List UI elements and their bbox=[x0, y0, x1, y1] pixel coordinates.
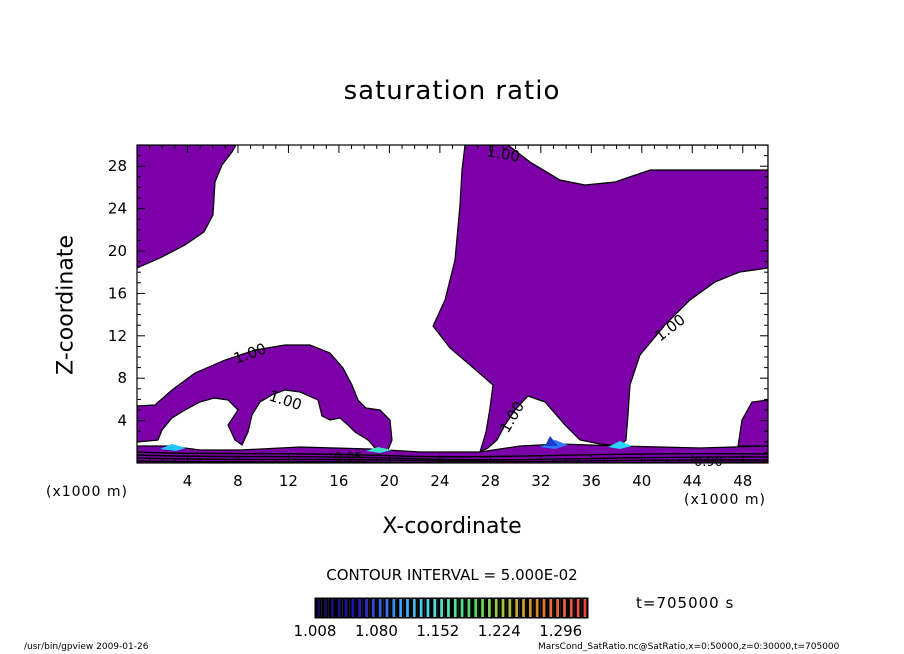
x-tick-label: 32 bbox=[531, 472, 550, 490]
colorbar-stripe bbox=[337, 599, 341, 617]
chart-title: saturation ratio bbox=[343, 76, 561, 106]
colorbar-stripe bbox=[508, 599, 512, 617]
x-tick-label: 16 bbox=[329, 472, 348, 490]
x-tick-label: 40 bbox=[632, 472, 651, 490]
colorbar-stripe bbox=[358, 599, 362, 617]
colorbar-tick-label: 1.152 bbox=[416, 622, 460, 640]
colorbar-stripe bbox=[528, 599, 532, 617]
colorbar-stripe bbox=[331, 599, 334, 617]
colorbar bbox=[314, 597, 589, 619]
y-tick-label: 16 bbox=[108, 284, 127, 302]
colorbar-stripe bbox=[542, 599, 546, 617]
colorbar-stripe bbox=[392, 599, 396, 617]
x-tick-label: 36 bbox=[582, 472, 601, 490]
x-tick-label: 20 bbox=[380, 472, 399, 490]
y-axis-ticks: 4 8 12 16 20 24 28 bbox=[108, 155, 768, 453]
footer-right: MarsCond_SatRatio.nc@SatRatio,x=0:50000,… bbox=[538, 642, 840, 652]
x-tick-label: 28 bbox=[481, 472, 500, 490]
x-axis-ticks: 4 8 12 16 20 24 28 32 36 40 44 48 bbox=[149, 145, 756, 490]
colorbar-stripe bbox=[371, 599, 375, 617]
colorbar-tick-label: 1.080 bbox=[354, 622, 398, 640]
colorbar-stripe bbox=[344, 599, 348, 617]
x-tick-label: 44 bbox=[683, 472, 702, 490]
colorbar-tick-label: 1.008 bbox=[293, 622, 337, 640]
x-tick-label: 12 bbox=[279, 472, 298, 490]
y-tick-label: 12 bbox=[108, 327, 127, 345]
colorbar-stripe bbox=[324, 599, 327, 617]
region-arch bbox=[137, 344, 393, 451]
x-unit-left: (x1000 m) bbox=[46, 484, 128, 500]
colorbar-stripe bbox=[419, 599, 423, 617]
x-tick-label: 48 bbox=[733, 472, 752, 490]
colorbar-frame bbox=[314, 597, 589, 619]
region-top-gap bbox=[507, 145, 768, 186]
colorbar-stripe bbox=[406, 599, 409, 617]
colorbar-stripe bbox=[583, 599, 587, 617]
colorbar-stripe bbox=[317, 599, 321, 617]
colorbar-stripe bbox=[440, 599, 443, 617]
x-tick-label: 4 bbox=[183, 472, 193, 490]
colorbar-stripe bbox=[556, 599, 559, 617]
colorbar-stripe bbox=[549, 599, 553, 617]
colorbar-stripe bbox=[494, 599, 498, 617]
x-tick-label: 8 bbox=[233, 472, 243, 490]
colorbar-stripe bbox=[563, 599, 566, 617]
colorbar-stripe bbox=[399, 599, 403, 617]
colorbar-stripe bbox=[481, 599, 484, 617]
colorbar-stripe bbox=[447, 599, 450, 617]
x-axis-label: X-coordinate bbox=[382, 514, 522, 539]
colorbar-stripe bbox=[488, 599, 491, 617]
colorbar-stripe bbox=[412, 599, 416, 617]
colorbar-stripe bbox=[515, 599, 519, 617]
contour-interval: CONTOUR INTERVAL = 5.000E-02 bbox=[326, 566, 578, 584]
colorbar-stripe bbox=[467, 599, 471, 617]
colorbar-stripe bbox=[453, 599, 457, 617]
colorbar-stripe bbox=[385, 599, 389, 617]
colorbar-stripe bbox=[351, 599, 355, 617]
colorbar-stripe bbox=[576, 599, 580, 617]
colorbar-stripe bbox=[569, 599, 573, 617]
colorbar-stripe bbox=[365, 599, 368, 617]
colorbar-stripe bbox=[460, 599, 464, 617]
contour-label: 0.95 bbox=[334, 451, 363, 466]
x-tick-label: 24 bbox=[430, 472, 449, 490]
y-tick-label: 24 bbox=[108, 200, 127, 218]
time-label: t=705000 s bbox=[636, 594, 735, 612]
y-axis-label: Z-coordinate bbox=[53, 235, 79, 375]
contour-label: 1.00 bbox=[485, 142, 521, 166]
y-tick-label: 20 bbox=[108, 242, 127, 260]
footer-left: /usr/bin/gpview 2009-01-26 bbox=[24, 642, 149, 652]
x-unit-right: (x1000 m) bbox=[684, 492, 766, 508]
colorbar-stripe bbox=[474, 599, 478, 617]
colorbar-stripe bbox=[522, 599, 525, 617]
colorbar-tick-label: 1.224 bbox=[477, 622, 521, 640]
y-tick-label: 4 bbox=[117, 412, 127, 430]
y-tick-label: 28 bbox=[108, 157, 127, 175]
colorbar-stripe bbox=[535, 599, 539, 617]
colorbar-stripe bbox=[426, 599, 430, 617]
colorbar-stripe bbox=[433, 599, 437, 617]
colorbar-stripe bbox=[501, 599, 505, 617]
y-tick-label: 8 bbox=[117, 369, 127, 387]
colorbar-tick-label: 1.296 bbox=[539, 622, 583, 640]
region-top-left bbox=[137, 145, 237, 269]
colorbar-stripe bbox=[378, 599, 382, 617]
